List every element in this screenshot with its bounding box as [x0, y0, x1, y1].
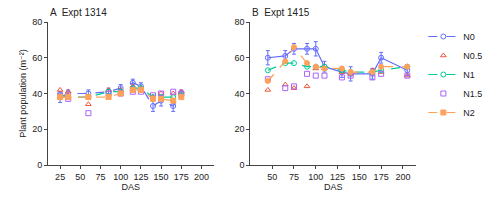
svg-text:N1: N1 — [463, 70, 475, 80]
svg-text:100: 100 — [308, 172, 323, 182]
svg-text:80: 80 — [235, 17, 245, 27]
svg-text:20: 20 — [32, 124, 42, 134]
svg-text:0: 0 — [240, 160, 245, 170]
svg-text:150: 150 — [352, 172, 367, 182]
svg-text:75: 75 — [289, 172, 299, 182]
svg-text:100: 100 — [113, 172, 128, 182]
svg-text:40: 40 — [235, 89, 245, 99]
svg-text:60: 60 — [32, 53, 42, 63]
svg-text:N0: N0 — [463, 32, 475, 42]
svg-text:200: 200 — [395, 172, 410, 182]
svg-text:20: 20 — [235, 124, 245, 134]
svg-text:175: 175 — [174, 172, 189, 182]
svg-text:N1.5: N1.5 — [463, 89, 482, 99]
svg-text:75: 75 — [96, 172, 106, 182]
svg-text:125: 125 — [133, 172, 148, 182]
svg-text:N0.5: N0.5 — [463, 51, 482, 61]
svg-text:A Expt 1314: A Expt 1314 — [50, 7, 107, 18]
svg-text:50: 50 — [75, 172, 85, 182]
svg-text:40: 40 — [32, 89, 42, 99]
svg-text:60: 60 — [235, 53, 245, 63]
svg-text:125: 125 — [330, 172, 345, 182]
svg-text:80: 80 — [32, 17, 42, 27]
svg-text:50: 50 — [267, 172, 277, 182]
svg-text:25: 25 — [55, 172, 65, 182]
svg-text:DAS: DAS — [324, 182, 343, 192]
svg-text:Plant population (m⁻²): Plant population (m⁻²) — [18, 49, 28, 137]
svg-text:200: 200 — [194, 172, 209, 182]
svg-text:N2: N2 — [463, 108, 475, 118]
svg-text:B Expt 1415: B Expt 1415 — [252, 7, 310, 18]
svg-text:150: 150 — [154, 172, 169, 182]
svg-text:0: 0 — [37, 160, 42, 170]
svg-text:175: 175 — [374, 172, 389, 182]
svg-text:DAS: DAS — [122, 182, 141, 192]
